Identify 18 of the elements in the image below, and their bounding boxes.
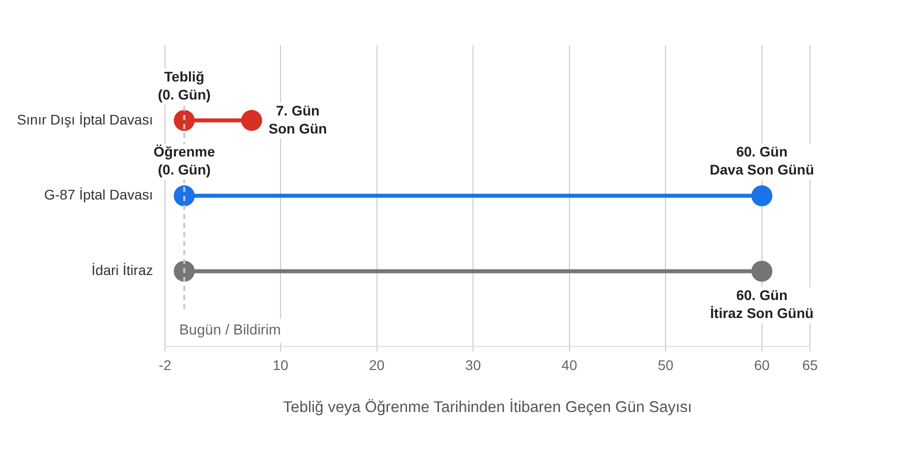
x-tick-label: 40 (562, 356, 578, 373)
annotation: 60. Gün İtiraz Son Günü (710, 287, 814, 322)
y-tick-label: İdari İtiraz (92, 262, 153, 278)
x-tick-label: 60 (754, 356, 770, 373)
annotation: Öğrenme (0. Gün) (154, 144, 216, 178)
ref-line-label: Bugün / Bildirim (179, 322, 281, 339)
y-tick-label: G-87 İptal Davası (44, 186, 153, 203)
annotation: Tebliğ (0. Gün) (158, 68, 211, 102)
x-tick-label: 65 (802, 356, 818, 373)
x-tick-label: 50 (658, 356, 674, 373)
x-tick-label: 10 (272, 356, 289, 373)
x-tick-label: -2 (158, 356, 172, 373)
y-tick-label: Sınır Dışı İptal Davası (16, 111, 153, 128)
annotation: 7. Gün Son Gün (268, 102, 327, 136)
x-axis-title: Tebliğ veya Öğrenme Tarihinden İtibaren Geçen Gün Sayısı (283, 398, 692, 416)
x-tick-label: 20 (369, 356, 385, 373)
x-tick-label: 30 (465, 356, 482, 373)
annotation: 60. Gün Dava Son Günü (710, 144, 814, 178)
